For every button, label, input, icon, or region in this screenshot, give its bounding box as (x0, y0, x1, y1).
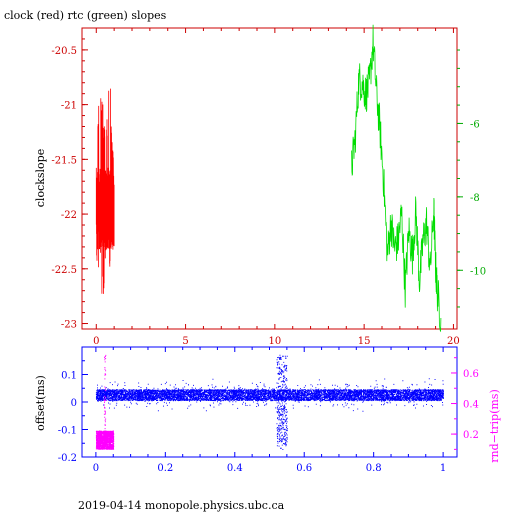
slopes-x-tick-label: 10 (268, 336, 281, 347)
rtc-series-line (351, 24, 442, 333)
slopes-x-axis: 0 5 10 15 20 (93, 28, 460, 347)
clock-series (95, 88, 115, 294)
offset-x-tick-label: 0.2 (157, 463, 173, 474)
clock-series-line (95, 88, 115, 294)
roundtrip-points (95, 354, 115, 450)
slopes-right-axis: -6 -8 -10 (457, 49, 486, 308)
rtc-series (351, 24, 442, 333)
offset-series (95, 354, 444, 450)
offset-left-tick-label: -0.1 (58, 426, 77, 437)
slopes-right-tick-label: -10 (470, 266, 486, 277)
roundtrip-series (95, 354, 115, 450)
slopes-x-tick-label: 20 (447, 336, 460, 347)
slopes-left-tick-label: -21.5 (51, 155, 77, 166)
slopes-x-tick-label: 15 (358, 336, 371, 347)
roundtrip-y-label: rnd−trip(ms) (488, 389, 501, 463)
chart-title: clock (red) rtc (green) slopes (4, 9, 167, 22)
roundtrip-right-tick-label: 0.4 (463, 400, 479, 411)
offset-x-tick-label: 1 (440, 463, 446, 474)
offset-x-tick-label: 0 (93, 463, 99, 474)
roundtrip-right-tick-label: 0.2 (463, 430, 479, 441)
roundtrip-right-tick-label: 0.6 (463, 369, 479, 380)
slopes-left-tick-label: -22 (61, 210, 77, 221)
slopes-panel: 0 5 10 15 20 -20.5 -21 -21.5 -22 -22.5 -23 -6 -8 -1… (34, 24, 486, 347)
offset-left-tick-label: 0.1 (61, 371, 77, 382)
offset-points (95, 354, 444, 450)
slopes-right-tick-label: -8 (470, 193, 480, 204)
offset-left-tick-label: -0.2 (58, 453, 77, 464)
offset-x-tick-label: 0.4 (227, 463, 243, 474)
offset-left-axis: 0.1 0 -0.1 -0.2 (58, 346, 88, 464)
slopes-left-tick-label: -22.5 (51, 265, 77, 276)
roundtrip-right-axis: 0.6 0.4 0.2 (451, 357, 479, 450)
offset-x-tick-label: 0.8 (366, 463, 382, 474)
offset-x-axis: 0 0.2 0.4 0.6 0.8 1 (93, 347, 446, 474)
slopes-y-label: clockslope (34, 149, 47, 207)
offset-plot-frame (81, 346, 458, 458)
offset-panel: 0 0.2 0.4 0.6 0.8 1 0.1 0 -0.1 -0.2 0.6 0.4 0.2 of… (34, 346, 501, 474)
offset-x-tick-label: 0.6 (296, 463, 312, 474)
offset-left-tick-label: 0 (71, 398, 77, 409)
slopes-left-tick-label: -20.5 (51, 46, 77, 57)
slopes-x-tick-label: 0 (93, 336, 99, 347)
slopes-x-tick-label: 5 (182, 336, 188, 347)
footer-caption: 2019-04-14 monopole.physics.ubc.ca (78, 499, 285, 512)
slopes-left-axis: -20.5 -21 -21.5 -22 -22.5 -23 (51, 38, 88, 331)
slopes-plot-frame (81, 27, 458, 330)
slopes-left-tick-label: -23 (61, 320, 77, 331)
offset-y-label: offset(ms) (34, 375, 47, 431)
slopes-right-tick-label: -6 (470, 119, 480, 130)
slopes-left-tick-label: -21 (61, 101, 77, 112)
